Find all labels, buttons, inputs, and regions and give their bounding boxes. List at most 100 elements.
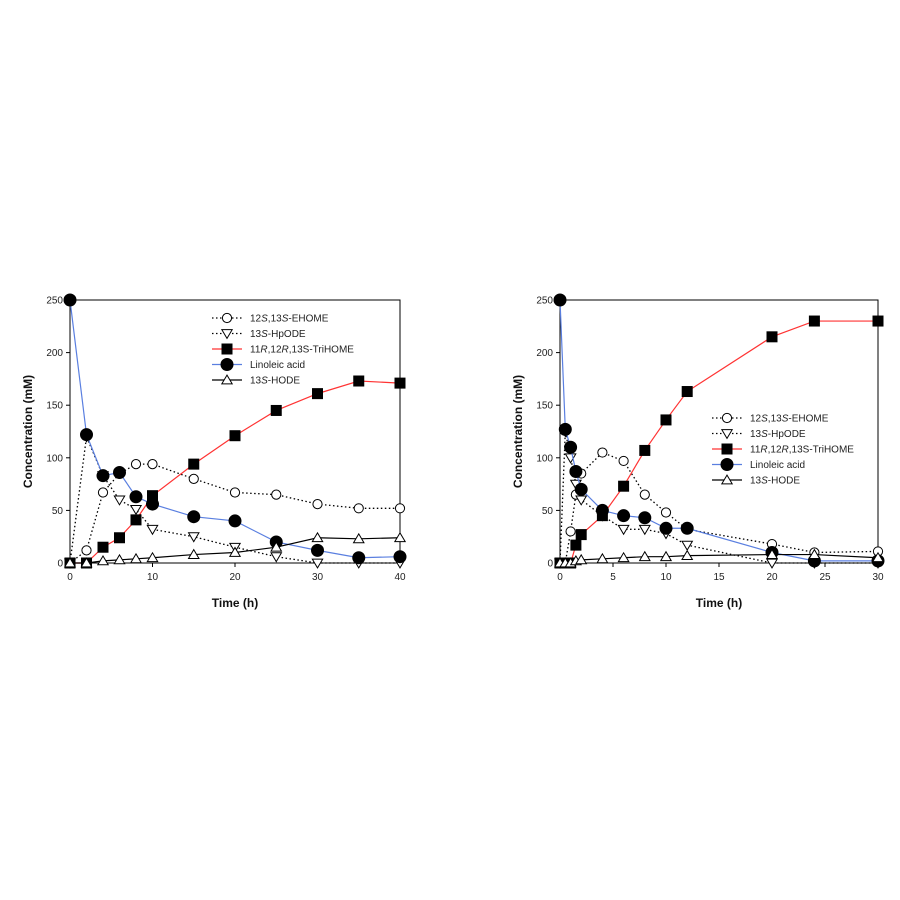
data-point bbox=[114, 532, 125, 544]
data-point bbox=[188, 458, 200, 470]
data-point bbox=[639, 444, 651, 456]
data-point bbox=[270, 541, 283, 552]
data-point bbox=[146, 551, 159, 563]
data-point bbox=[393, 550, 407, 564]
data-point bbox=[228, 546, 242, 557]
x-tick-label: 25 bbox=[819, 572, 831, 583]
data-point bbox=[617, 524, 630, 536]
x-tick-label: 30 bbox=[872, 572, 884, 583]
data-point bbox=[81, 545, 92, 556]
y-tick-label: 50 bbox=[52, 506, 64, 517]
data-point bbox=[872, 315, 884, 327]
data-point bbox=[638, 524, 651, 536]
x-tick-label: 20 bbox=[229, 572, 241, 583]
data-point bbox=[565, 526, 576, 537]
data-point bbox=[113, 495, 126, 506]
series-line bbox=[560, 553, 879, 564]
series-13s-hode bbox=[553, 548, 885, 568]
data-point bbox=[352, 532, 365, 544]
data-point bbox=[617, 551, 630, 563]
data-point bbox=[311, 531, 324, 543]
data-point bbox=[129, 552, 143, 564]
data-point bbox=[596, 552, 609, 564]
legend-marker bbox=[221, 312, 233, 324]
x-tick-label: 5 bbox=[610, 572, 616, 583]
chart-left: 0 50 100 150 200 250 0 10 20 30 40 Time (h) Concentr… bbox=[21, 293, 407, 610]
legend-label: 12S,13S-EHOME bbox=[250, 314, 329, 325]
data-point bbox=[63, 293, 77, 307]
data-point bbox=[553, 293, 567, 307]
legend-label: 12S,13S-EHOME bbox=[750, 414, 829, 425]
data-point bbox=[765, 548, 779, 559]
data-point bbox=[229, 487, 241, 498]
series-linoleic-acid bbox=[63, 293, 407, 565]
data-point bbox=[129, 490, 143, 504]
data-point bbox=[681, 540, 694, 552]
series-13s-hode bbox=[63, 531, 407, 568]
legend-marker bbox=[721, 412, 733, 424]
data-point bbox=[766, 331, 778, 343]
x-axis-title: Time (h) bbox=[696, 596, 742, 610]
data-point bbox=[659, 550, 673, 562]
y-axis-title: Concentration (mM) bbox=[511, 375, 525, 488]
x-tick-label: 10 bbox=[147, 572, 159, 583]
chart-right: 0 50 100 150 200 250 0 5 10 15 20 25 30 Time (h) Conce… bbox=[511, 293, 885, 610]
data-point bbox=[187, 532, 200, 543]
data-point bbox=[765, 558, 779, 569]
legend-marker bbox=[720, 474, 734, 485]
data-point bbox=[270, 404, 282, 416]
data-point bbox=[564, 440, 578, 454]
data-point bbox=[558, 422, 572, 436]
y-tick-label: 250 bbox=[46, 296, 63, 307]
data-point bbox=[97, 487, 109, 498]
y-tick-label: 100 bbox=[536, 453, 553, 464]
legend-label: 11R,12R,13S-TriHOME bbox=[250, 345, 354, 356]
data-point bbox=[352, 551, 366, 565]
legend-label: 13S-HODE bbox=[250, 376, 300, 387]
data-point bbox=[681, 386, 693, 398]
legend-label: Linoleic acid bbox=[750, 460, 805, 471]
y-tick-label: 250 bbox=[536, 296, 553, 307]
data-point bbox=[575, 553, 588, 565]
y-axis-title: Concentration (mM) bbox=[21, 375, 35, 488]
x-tick-label: 20 bbox=[766, 572, 778, 583]
data-point bbox=[638, 511, 652, 525]
data-point bbox=[312, 388, 323, 400]
data-point bbox=[394, 503, 406, 514]
data-point bbox=[312, 498, 323, 510]
data-point bbox=[570, 539, 582, 551]
series-11r-12r-13s-trihome bbox=[554, 315, 884, 569]
data-point bbox=[146, 497, 159, 511]
data-point bbox=[146, 524, 159, 536]
data-point bbox=[639, 489, 650, 500]
data-point bbox=[871, 551, 885, 563]
data-point bbox=[311, 543, 324, 557]
data-point bbox=[660, 507, 672, 518]
data-point bbox=[130, 514, 142, 526]
data-point bbox=[575, 529, 587, 541]
legend: 12S,13S-EHOME 13S-HpODE 11R,12R,13S-TriHOM… bbox=[212, 312, 354, 387]
data-point bbox=[574, 482, 588, 496]
legend-label: Linoleic acid bbox=[250, 360, 305, 371]
legend-label: 13S-HpODE bbox=[750, 429, 806, 440]
x-axis-title: Time (h) bbox=[212, 596, 258, 610]
data-point bbox=[188, 473, 199, 484]
data-point bbox=[659, 521, 673, 535]
data-point bbox=[808, 548, 821, 559]
legend-label: 13S-HpODE bbox=[250, 329, 306, 340]
data-point bbox=[271, 489, 282, 500]
y-tick-label: 50 bbox=[542, 506, 554, 517]
x-tick-label: 40 bbox=[394, 572, 406, 583]
data-point bbox=[311, 558, 324, 569]
series-line bbox=[69, 434, 400, 564]
data-point bbox=[618, 480, 630, 492]
legend-marker bbox=[720, 458, 734, 471]
legend-marker bbox=[220, 358, 234, 371]
y-tick-label: 200 bbox=[536, 348, 553, 359]
y-tick-label: 200 bbox=[46, 348, 63, 359]
data-point bbox=[595, 503, 609, 517]
data-point bbox=[680, 521, 694, 535]
data-point bbox=[113, 553, 126, 565]
data-point bbox=[353, 503, 364, 514]
data-point bbox=[63, 557, 77, 568]
